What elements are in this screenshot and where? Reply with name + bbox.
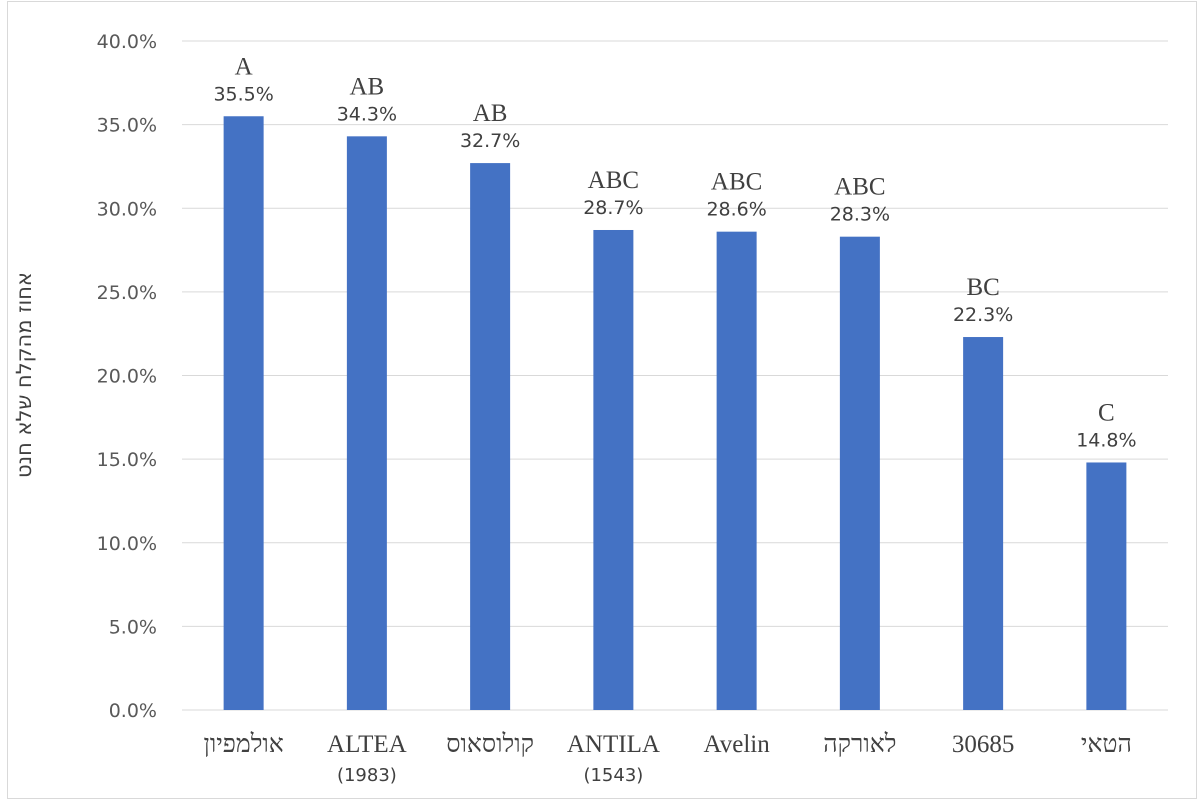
category-label: 30685	[952, 731, 1015, 758]
bar	[716, 231, 757, 711]
data-labels: 35.5% A 34.3% AB 32.7% AB 28.7% ABC 28.6% ABC 28.3…	[213, 53, 1136, 451]
category-label-line2: (1983)	[337, 765, 397, 786]
value-label: 35.5%	[213, 83, 273, 105]
y-tick-label: 40.0%	[97, 31, 157, 53]
group-letter-label: C	[1098, 399, 1115, 426]
bar	[346, 136, 387, 710]
gridlines	[182, 40, 1168, 711]
y-tick-label: 20.0%	[97, 366, 157, 388]
category-label: ANTILA	[567, 731, 660, 758]
value-label: 28.6%	[706, 199, 766, 221]
group-letter-label: A	[235, 53, 253, 80]
y-tick-label: 10.0%	[97, 533, 157, 555]
value-label: 28.7%	[583, 197, 643, 219]
category-label: הטאי	[1081, 731, 1132, 758]
group-letter-label: AB	[473, 100, 508, 127]
category-labels: אולמפיון ALTEA (1983) קולוסאוס ANTILA (1543) A…	[203, 731, 1131, 786]
category-label: אולמפיון	[203, 731, 283, 758]
category-label-line2: (1543)	[583, 765, 643, 786]
y-tick-label: 25.0%	[97, 282, 157, 304]
value-label: 34.3%	[337, 103, 397, 125]
group-letter-label: BC	[966, 274, 999, 301]
category-label: קולוסאוס	[446, 731, 534, 758]
y-tick-labels: 0.0% 5.0% 10.0% 15.0% 20.0% 25.0% 30.0% 35.0% 40…	[97, 31, 157, 722]
value-label: 14.8%	[1076, 429, 1136, 451]
bar	[470, 163, 511, 710]
bar	[1086, 462, 1127, 710]
y-tick-label: 15.0%	[97, 449, 157, 471]
bar	[963, 337, 1004, 710]
y-tick-label: 5.0%	[109, 616, 157, 638]
y-tick-label: 0.0%	[109, 700, 157, 722]
value-label: 22.3%	[953, 304, 1013, 326]
value-label: 28.3%	[830, 204, 890, 226]
bar	[593, 229, 634, 710]
group-letter-label: ABC	[834, 174, 885, 201]
bar	[223, 116, 264, 710]
category-label: ALTEA	[327, 731, 407, 758]
category-label: לאורקה	[823, 731, 896, 758]
y-tick-label: 35.0%	[97, 115, 157, 137]
bar	[839, 236, 880, 710]
y-axis-label: אחוז מהקלח שלא חנט	[12, 272, 36, 478]
group-letter-label: ABC	[588, 167, 639, 194]
category-label: Avelin	[704, 731, 771, 758]
bars	[223, 116, 1127, 711]
group-letter-label: AB	[350, 73, 385, 100]
value-label: 32.7%	[460, 130, 520, 152]
y-tick-label: 30.0%	[97, 198, 157, 220]
group-letter-label: ABC	[711, 169, 762, 196]
